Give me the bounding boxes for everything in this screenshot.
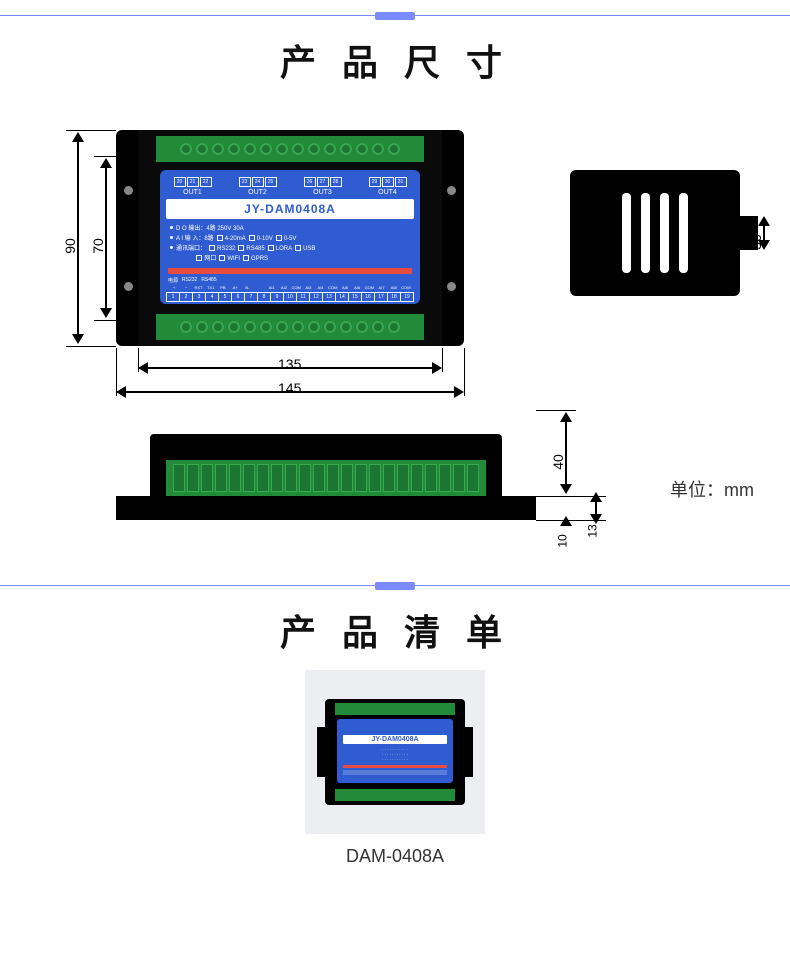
terminal-strip-top [156,136,424,162]
dim-70: 70 [94,156,118,320]
vent-slot [679,193,688,273]
divider-mid [0,585,790,586]
dim-36: 36 [752,216,776,250]
output-pins-row: 202122OUT1232425OUT2262728OUT3293031OUT4 [160,170,420,196]
dim-13: 13 [584,496,608,520]
mini-flange [317,727,325,777]
terminal-numbers: 12345678910111213141516171819 [160,290,420,302]
side-body [570,170,740,296]
spec-lines: D O 输出：4路 250V 30AA I 输 入：8路4-20mA0-10V0… [160,222,420,266]
product-thumbnail: JY-DAM0408A · · · · · · · · · · ·· · · ·… [305,670,485,834]
dimension-diagram: 202122OUT1232425OUT2262728OUT3293031OUT4… [0,100,790,570]
mini-plate: JY-DAM0408A · · · · · · · · · · ·· · · ·… [337,719,453,783]
front-terminal-strip [166,460,486,496]
mount-hole [447,186,456,195]
legend-row: 电源RS232RS485 [160,276,420,284]
terminal-strip-bottom [156,314,424,340]
section-title-dimensions: 产 品 尺 寸 [0,16,790,100]
mini-red [343,765,447,768]
vent-slot [660,193,669,273]
mount-hole [124,186,133,195]
unit-label: 单位：mm [670,476,754,502]
section-title-list: 产 品 清 单 [0,586,790,670]
device-body: 202122OUT1232425OUT2262728OUT3293031OUT4… [138,130,442,346]
dim-145: 145 [116,382,464,402]
product-list: JY-DAM0408A · · · · · · · · · · ·· · · ·… [0,670,790,897]
mini-nums [343,770,447,775]
model-number: JY-DAM0408A [166,199,414,219]
device-front-view [116,410,536,520]
mount-hole [124,282,133,291]
dim-135: 135 [138,358,442,378]
device-top-view: 202122OUT1232425OUT2262728OUT3293031OUT4… [116,130,464,346]
dim-90: 90 [66,130,90,346]
vent-slot [641,193,650,273]
mini-terminal [335,789,455,801]
mini-terminal [335,703,455,715]
red-stripe [168,268,412,274]
front-flange [116,496,536,520]
mini-spec: · · · · · · · · · · ·· · · · · · · · · ·… [337,747,453,762]
mount-hole [447,282,456,291]
device-side-plate [570,170,740,296]
dim-10: 10 [554,520,578,540]
divider-top [0,15,790,16]
thumb-caption: DAM-0408A [0,846,790,867]
mini-flange [465,727,473,777]
mini-device: JY-DAM0408A · · · · · · · · · · ·· · · ·… [325,699,465,805]
dim-40: 40 [554,410,578,496]
vent-slot [622,193,631,273]
device-label-plate: 202122OUT1232425OUT2262728OUT3293031OUT4… [160,170,420,304]
mini-model: JY-DAM0408A [343,735,447,744]
